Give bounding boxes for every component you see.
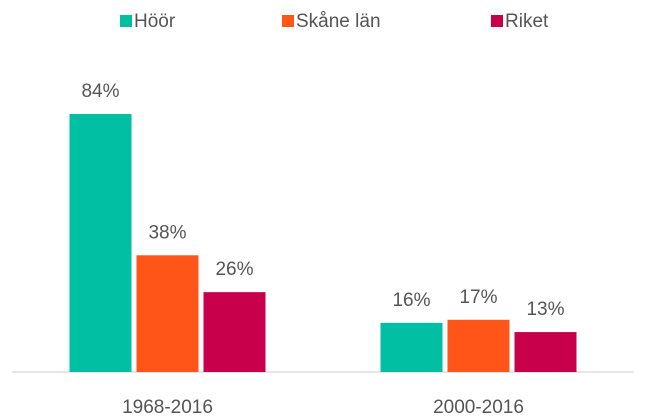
data-label: 17%	[459, 287, 497, 308]
legend-label: Riket	[505, 11, 549, 32]
bar	[136, 255, 199, 372]
bar	[514, 332, 577, 372]
legend-label: Höör	[134, 11, 176, 32]
data-label: 38%	[148, 222, 186, 243]
bar	[380, 322, 443, 372]
bar	[203, 292, 266, 372]
data-label: 13%	[526, 299, 564, 320]
bar	[69, 114, 132, 372]
data-label: 84%	[81, 81, 119, 102]
x-tick-label: 2000-2016	[433, 397, 524, 418]
bar	[447, 319, 510, 372]
data-label: 16%	[392, 290, 430, 311]
legend-marker	[491, 15, 503, 27]
x-tick-label: 1968-2016	[122, 397, 213, 418]
data-label: 26%	[215, 259, 253, 280]
legend-marker	[120, 15, 132, 27]
legend-marker	[282, 15, 294, 27]
legend-label: Skåne län	[296, 11, 381, 32]
